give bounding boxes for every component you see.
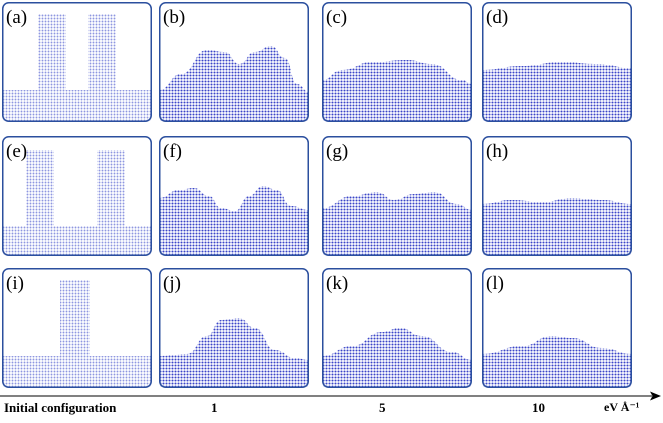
relaxed-profile (482, 198, 632, 256)
substrate (2, 226, 152, 256)
panel-c: (c) (322, 2, 472, 122)
panel-d: (d) (482, 2, 632, 122)
pillar (38, 14, 66, 92)
pillar (60, 280, 90, 358)
panel-e: (e) (2, 136, 152, 256)
panel-label: (g) (326, 141, 348, 162)
relaxed-profile (159, 318, 309, 388)
axis-tick-initial: Initial configuration (4, 400, 117, 415)
panel-label: (h) (486, 141, 508, 162)
axis-tick-10: 10 (532, 400, 545, 415)
panel-label: (c) (326, 7, 347, 28)
panel-label: (i) (6, 273, 24, 294)
panel-frame (159, 2, 309, 122)
pillar (26, 150, 54, 228)
relaxed-profile (322, 328, 472, 388)
substrate (2, 90, 152, 122)
panel-k: (k) (322, 268, 472, 388)
panel-j: (j) (159, 268, 309, 388)
panel-g: (g) (322, 136, 472, 256)
panel-label: (e) (6, 141, 27, 162)
axis-unit-label: eV Å⁻¹ (604, 400, 640, 414)
panel-label: (b) (163, 7, 185, 28)
relaxed-profile (159, 186, 309, 256)
panel-label: (l) (486, 273, 504, 294)
panel-h: (h) (482, 136, 632, 256)
energy-axis (0, 391, 661, 401)
axis-tick-5: 5 (379, 400, 386, 415)
panel-label: (f) (163, 141, 182, 162)
panel-b: (b) (159, 2, 309, 122)
panel-frame (482, 268, 632, 388)
panel-label: (k) (326, 273, 348, 294)
panel-i: (i) (2, 268, 152, 388)
panel-a: (a) (2, 2, 152, 122)
panel-frame (159, 268, 309, 388)
substrate (2, 356, 152, 388)
panel-frame (2, 136, 152, 256)
panel-frame (482, 136, 632, 256)
panel-frame (322, 268, 472, 388)
panel-frame (322, 136, 472, 256)
panel-label: (j) (163, 273, 181, 294)
panel-frame (322, 2, 472, 122)
panel-l: (l) (482, 268, 632, 388)
panels-layer: (a) (b) (c) (d) (e) (f) (g) (h) (i) (j) (k) (l) (2, 2, 632, 388)
pillar (97, 150, 125, 228)
relaxed-profile (159, 46, 309, 122)
relaxed-profile (482, 336, 632, 388)
panel-frame (2, 268, 152, 388)
panel-label: (a) (6, 7, 27, 28)
axis-tick-1: 1 (211, 400, 218, 415)
axis-arrowhead (650, 391, 661, 401)
pillar (88, 14, 116, 92)
panel-f: (f) (159, 136, 309, 256)
panel-frame (482, 2, 632, 122)
relaxed-profile (322, 192, 472, 256)
panel-label: (d) (486, 7, 508, 28)
panel-frame (159, 136, 309, 256)
panel-frame (2, 2, 152, 122)
relaxed-profile (482, 62, 632, 122)
relaxed-profile (322, 60, 472, 122)
